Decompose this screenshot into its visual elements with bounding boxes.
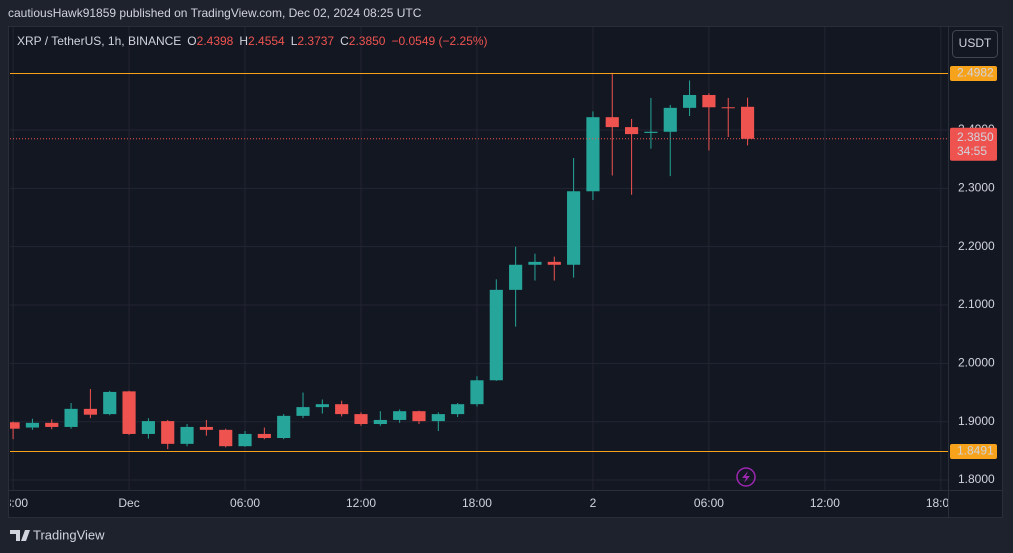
- candle-body: [180, 426, 194, 444]
- y-tick-label: 2.1000: [958, 297, 995, 311]
- candle-body: [10, 422, 20, 429]
- currency-button[interactable]: [952, 30, 998, 58]
- candle-body: [315, 404, 329, 408]
- candle-body: [547, 261, 561, 265]
- candle-body: [605, 117, 619, 128]
- candle-body: [393, 411, 407, 420]
- y-tick-label: 2.0000: [958, 356, 995, 370]
- legend-key: L: [291, 34, 298, 48]
- candle-body: [644, 131, 658, 133]
- candle-body: [141, 421, 155, 434]
- candle-body: [509, 264, 523, 290]
- price-axis: 1.80001.90002.00002.10002.20002.30002.40…: [950, 66, 997, 486]
- candle-body: [373, 419, 387, 425]
- publisher-line: cautiousHawk91859 published on TradingVi…: [8, 6, 422, 20]
- legend-value: 2.4554: [248, 34, 285, 48]
- candle-body: [528, 261, 542, 265]
- candle-body: [277, 415, 291, 439]
- legend-key: C: [340, 34, 349, 48]
- candle-body: [199, 426, 213, 430]
- candle-body: [45, 422, 59, 427]
- countdown: 34:55: [957, 144, 987, 158]
- candle-body: [740, 106, 755, 139]
- logo-mark: [10, 530, 30, 541]
- plot: [10, 72, 948, 452]
- brand-name: TradingView: [33, 527, 105, 542]
- x-tick-label: 06:00: [230, 496, 260, 510]
- legend-value: 2.4398: [197, 34, 234, 48]
- legend-key: O: [187, 34, 196, 48]
- candle-body: [83, 408, 97, 415]
- candle-body: [702, 95, 716, 108]
- alert-icon[interactable]: [736, 467, 756, 487]
- currency-button-label[interactable]: USDT: [959, 36, 992, 50]
- x-tick-label: 18:00: [462, 496, 492, 510]
- candle-body: [470, 380, 484, 405]
- symbol: XRP / TetherUS, 1h, BINANCE: [17, 34, 181, 48]
- candle-body: [103, 391, 117, 415]
- candle-body: [625, 127, 639, 135]
- last-price-badge: [950, 127, 997, 161]
- x-tick-label: 18:00: [0, 496, 28, 510]
- candle-body: [721, 107, 735, 109]
- alert-bolt[interactable]: [742, 471, 750, 483]
- level-label: 2.4982: [957, 66, 994, 80]
- candle-body: [219, 429, 233, 447]
- legend-value: 2.3737: [297, 34, 334, 48]
- candle-body: [257, 433, 271, 439]
- candle-body: [663, 107, 677, 132]
- candle-body: [64, 408, 78, 427]
- time-axis: 18:00 Dec 06:00 12:00 18:00 2 06:00 12:00 18:00: [0, 496, 956, 510]
- level-label: 1.8491: [957, 444, 994, 458]
- candle-body: [586, 117, 600, 192]
- candle-body: [335, 404, 349, 415]
- x-tick-label: 12:00: [810, 496, 840, 510]
- x-tick-label: 06:00: [694, 496, 724, 510]
- brand-logo: [10, 530, 30, 541]
- y-tick-label: 1.9000: [958, 414, 995, 428]
- candle-body: [683, 95, 697, 108]
- legend-key: H: [239, 34, 248, 48]
- candle-body: [354, 414, 368, 425]
- x-tick-label: 18:00: [926, 496, 956, 510]
- y-tick-label: 1.8000: [958, 472, 995, 486]
- level-badge: [950, 66, 997, 81]
- candle-body: [451, 404, 465, 415]
- symbol-legend: XRP / TetherUS, 1h, BINANCE O2.4398 H2.455…: [17, 34, 488, 48]
- candle-body: [489, 289, 503, 381]
- x-tick-label: Dec: [118, 496, 139, 510]
- chart-panel: [8, 26, 1003, 518]
- candle-body: [412, 411, 426, 422]
- candle-body: [431, 414, 445, 422]
- candle-body: [296, 407, 310, 416]
- legend-change: −0.0549 (−2.25%): [391, 34, 487, 48]
- candle-body: [161, 421, 175, 444]
- candle-body: [25, 422, 39, 428]
- alert-circle[interactable]: [736, 467, 756, 487]
- x-tick-label: 2: [590, 496, 597, 510]
- level-badge: [950, 444, 997, 459]
- candle-body: [567, 191, 581, 265]
- y-tick-label: 2.2000: [958, 239, 995, 253]
- x-tick-label: 12:00: [346, 496, 376, 510]
- legend-value: 2.3850: [349, 34, 386, 48]
- y-tick-label: 2.3000: [958, 181, 995, 195]
- candle-body: [122, 391, 136, 434]
- candle-body: [238, 433, 252, 447]
- last-price-label: 2.3850: [957, 130, 994, 144]
